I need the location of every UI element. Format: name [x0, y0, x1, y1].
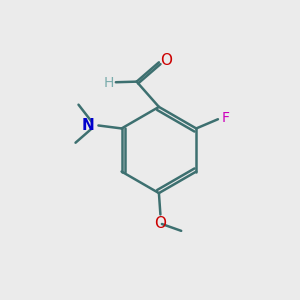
Text: O: O [154, 216, 166, 231]
Text: F: F [221, 111, 230, 125]
Text: H: H [104, 76, 114, 89]
Text: O: O [160, 53, 172, 68]
Text: N: N [82, 118, 95, 133]
